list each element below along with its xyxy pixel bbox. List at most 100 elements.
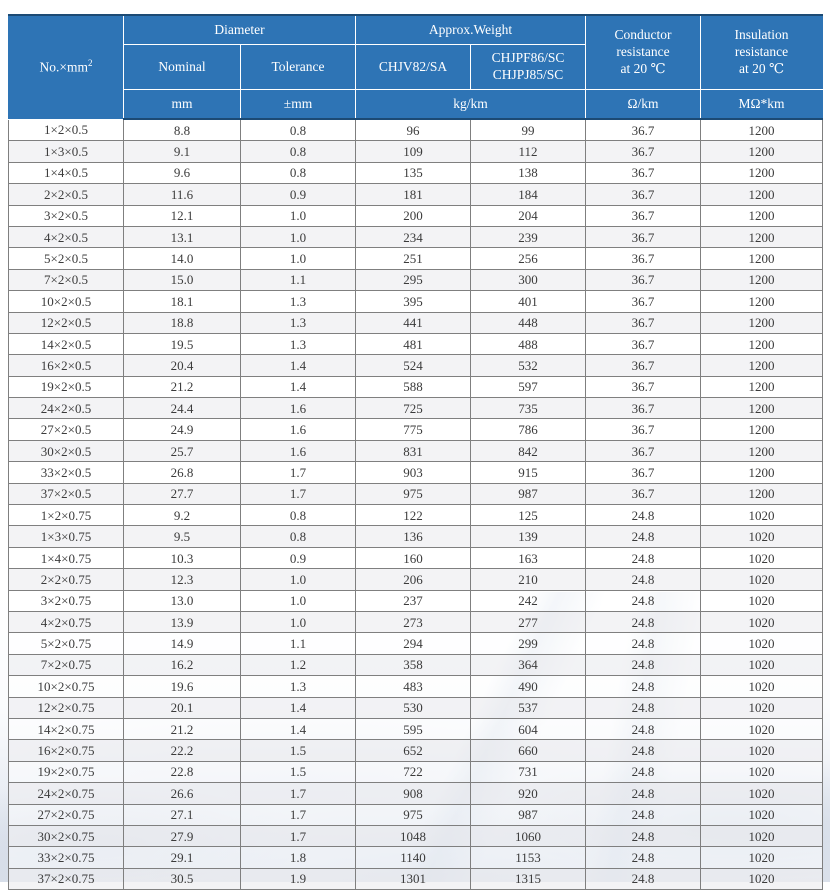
cell-tolerance-mm: 1.5 bbox=[239, 739, 357, 762]
table-row: 1×2×0.75 9.2 0.8 122 125 24.8 1020 bbox=[8, 504, 824, 527]
cell-nominal-mm: 21.2 bbox=[123, 375, 241, 399]
unit-mohm-km: MΩ*km bbox=[700, 89, 824, 120]
cell-weight-chjv82-sa: 136 bbox=[355, 525, 472, 548]
cell-weight-chjpf86-sc: 597 bbox=[470, 375, 587, 399]
cell-tolerance-mm: 1.3 bbox=[239, 311, 357, 334]
cell-conductor-resistance: 24.8 bbox=[585, 546, 702, 570]
table-row: 37×2×0.75 30.5 1.9 1301 1315 24.8 1020 bbox=[8, 867, 824, 890]
cell-no-mm2: 27×2×0.75 bbox=[8, 803, 124, 826]
table-row: 1×2×0.5 8.8 0.8 96 99 36.7 1200 bbox=[8, 118, 824, 142]
cell-tolerance-mm: 1.7 bbox=[239, 461, 357, 484]
cell-tolerance-mm: 0.9 bbox=[239, 546, 357, 570]
cell-weight-chjpf86-sc: 660 bbox=[470, 739, 587, 762]
cell-no-mm2: 14×2×0.75 bbox=[8, 717, 124, 741]
header-approx-weight: Approx.Weight bbox=[355, 14, 587, 45]
cell-nominal-mm: 18.1 bbox=[123, 290, 241, 313]
table-row: 1×4×0.5 9.6 0.8 135 138 36.7 1200 bbox=[8, 161, 824, 185]
table-row: 2×2×0.75 12.3 1.0 206 210 24.8 1020 bbox=[8, 568, 824, 591]
cell-nominal-mm: 13.1 bbox=[123, 225, 241, 249]
cell-weight-chjv82-sa: 96 bbox=[355, 118, 472, 142]
cell-nominal-mm: 11.6 bbox=[123, 183, 241, 206]
table-row: 1×3×0.5 9.1 0.8 109 112 36.7 1200 bbox=[8, 140, 824, 163]
table-row: 1×4×0.75 10.3 0.9 160 163 24.8 1020 bbox=[8, 546, 824, 570]
cell-tolerance-mm: 1.3 bbox=[239, 332, 357, 356]
header-no-mm2: No.×mm2 bbox=[8, 14, 124, 120]
cell-tolerance-mm: 1.4 bbox=[239, 717, 357, 741]
cell-weight-chjv82-sa: 975 bbox=[355, 803, 472, 826]
cell-tolerance-mm: 1.5 bbox=[239, 760, 357, 784]
cell-tolerance-mm: 1.0 bbox=[239, 204, 357, 227]
cell-no-mm2: 2×2×0.75 bbox=[8, 568, 124, 591]
cell-weight-chjv82-sa: 903 bbox=[355, 461, 472, 484]
cell-weight-chjv82-sa: 295 bbox=[355, 268, 472, 292]
table-row: 19×2×0.5 21.2 1.4 588 597 36.7 1200 bbox=[8, 375, 824, 399]
cell-insulation-resistance: 1200 bbox=[700, 354, 824, 377]
cell-weight-chjv82-sa: 831 bbox=[355, 439, 472, 463]
cell-tolerance-mm: 1.0 bbox=[239, 247, 357, 270]
cell-no-mm2: 12×2×0.5 bbox=[8, 311, 124, 334]
cell-weight-chjv82-sa: 395 bbox=[355, 290, 472, 313]
cell-insulation-resistance: 1200 bbox=[700, 183, 824, 206]
cell-weight-chjpf86-sc: 204 bbox=[470, 204, 587, 227]
cell-no-mm2: 33×2×0.5 bbox=[8, 461, 124, 484]
cell-weight-chjv82-sa: 206 bbox=[355, 568, 472, 591]
table-row: 5×2×0.75 14.9 1.1 294 299 24.8 1020 bbox=[8, 632, 824, 655]
cell-no-mm2: 1×2×0.75 bbox=[8, 504, 124, 527]
cell-insulation-resistance: 1200 bbox=[700, 225, 824, 249]
table-body: 1×2×0.5 8.8 0.8 96 99 36.7 1200 1×3×0.5 9.1 0.8 10… bbox=[8, 118, 824, 890]
cell-tolerance-mm: 1.0 bbox=[239, 568, 357, 591]
cell-insulation-resistance: 1020 bbox=[700, 632, 824, 655]
cell-insulation-resistance: 1020 bbox=[700, 717, 824, 741]
cell-no-mm2: 24×2×0.75 bbox=[8, 782, 124, 805]
cell-conductor-resistance: 36.7 bbox=[585, 204, 702, 227]
cell-weight-chjpf86-sc: 987 bbox=[470, 482, 587, 506]
cell-no-mm2: 37×2×0.5 bbox=[8, 482, 124, 506]
cell-weight-chjv82-sa: 530 bbox=[355, 696, 472, 719]
cell-nominal-mm: 9.2 bbox=[123, 504, 241, 527]
cell-tolerance-mm: 1.2 bbox=[239, 653, 357, 677]
cell-weight-chjv82-sa: 1301 bbox=[355, 867, 472, 890]
cell-insulation-resistance: 1020 bbox=[700, 782, 824, 805]
cell-weight-chjpf86-sc: 364 bbox=[470, 653, 587, 677]
cell-weight-chjpf86-sc: 99 bbox=[470, 118, 587, 142]
cell-weight-chjv82-sa: 234 bbox=[355, 225, 472, 249]
table-row: 7×2×0.75 16.2 1.2 358 364 24.8 1020 bbox=[8, 653, 824, 677]
table-row: 7×2×0.5 15.0 1.1 295 300 36.7 1200 bbox=[8, 268, 824, 292]
cell-tolerance-mm: 0.8 bbox=[239, 161, 357, 185]
header-no-mm2-label: No.×mm bbox=[39, 59, 89, 75]
cell-weight-chjv82-sa: 524 bbox=[355, 354, 472, 377]
cell-nominal-mm: 27.9 bbox=[123, 824, 241, 848]
cell-conductor-resistance: 36.7 bbox=[585, 482, 702, 506]
cell-weight-chjpf86-sc: 448 bbox=[470, 311, 587, 334]
cell-conductor-resistance: 36.7 bbox=[585, 268, 702, 292]
cell-conductor-resistance: 24.8 bbox=[585, 717, 702, 741]
cell-insulation-resistance: 1020 bbox=[700, 824, 824, 848]
cell-conductor-resistance: 24.8 bbox=[585, 675, 702, 698]
cell-weight-chjv82-sa: 294 bbox=[355, 632, 472, 655]
cell-insulation-resistance: 1200 bbox=[700, 482, 824, 506]
cell-weight-chjpf86-sc: 239 bbox=[470, 225, 587, 249]
cell-insulation-resistance: 1020 bbox=[700, 610, 824, 634]
table-row: 12×2×0.5 18.8 1.3 441 448 36.7 1200 bbox=[8, 311, 824, 334]
cell-weight-chjv82-sa: 1140 bbox=[355, 846, 472, 869]
cell-weight-chjpf86-sc: 604 bbox=[470, 717, 587, 741]
cell-no-mm2: 19×2×0.5 bbox=[8, 375, 124, 399]
cell-weight-chjpf86-sc: 786 bbox=[470, 418, 587, 441]
cell-tolerance-mm: 1.8 bbox=[239, 846, 357, 869]
cell-weight-chjv82-sa: 483 bbox=[355, 675, 472, 698]
cell-tolerance-mm: 1.7 bbox=[239, 824, 357, 848]
cell-conductor-resistance: 24.8 bbox=[585, 653, 702, 677]
table-row: 37×2×0.5 27.7 1.7 975 987 36.7 1200 bbox=[8, 482, 824, 506]
cell-tolerance-mm: 1.7 bbox=[239, 482, 357, 506]
cell-conductor-resistance: 24.8 bbox=[585, 696, 702, 719]
cell-insulation-resistance: 1200 bbox=[700, 332, 824, 356]
cell-nominal-mm: 9.6 bbox=[123, 161, 241, 185]
cell-no-mm2: 1×3×0.5 bbox=[8, 140, 124, 163]
cell-weight-chjv82-sa: 135 bbox=[355, 161, 472, 185]
cell-weight-chjv82-sa: 1048 bbox=[355, 824, 472, 848]
cell-weight-chjpf86-sc: 401 bbox=[470, 290, 587, 313]
table-row: 33×2×0.5 26.8 1.7 903 915 36.7 1200 bbox=[8, 461, 824, 484]
cell-nominal-mm: 18.8 bbox=[123, 311, 241, 334]
table-row: 19×2×0.75 22.8 1.5 722 731 24.8 1020 bbox=[8, 760, 824, 784]
